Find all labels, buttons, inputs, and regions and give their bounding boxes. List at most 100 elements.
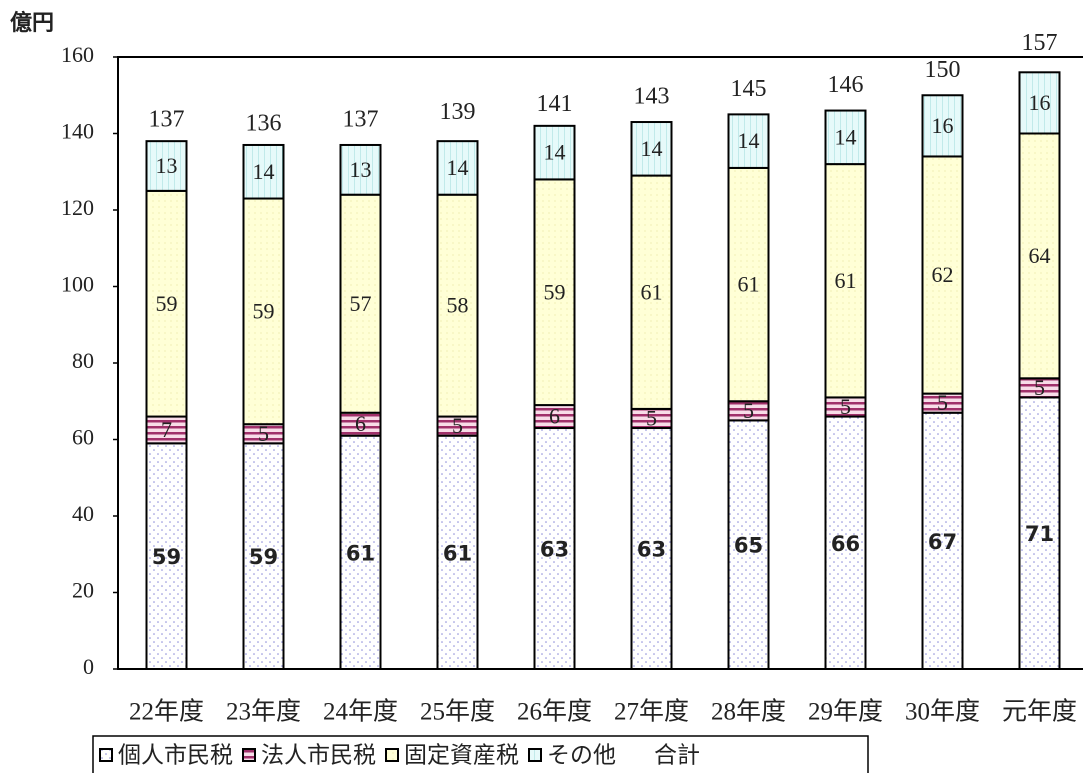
bar-segment	[921, 94, 964, 158]
segment-label: 14	[447, 155, 469, 180]
x-tick-label: 29年度	[808, 698, 883, 726]
y-tick-label: 100	[61, 272, 94, 297]
bar-segment	[727, 419, 770, 670]
bar-segment	[533, 178, 576, 407]
segment-label: 61	[443, 541, 472, 565]
y-tick-label: 120	[61, 195, 94, 220]
total-label: 150	[925, 57, 961, 83]
segment-label: 61	[346, 541, 375, 565]
bar-segment	[533, 124, 576, 181]
x-tick-label: 元年度	[1002, 698, 1077, 726]
bar-segment	[921, 411, 964, 670]
legend-swatch	[528, 748, 542, 762]
total-label: 139	[440, 99, 476, 125]
segment-label: 14	[641, 136, 663, 161]
segment-label: 5	[743, 398, 754, 423]
bar-segment	[242, 197, 285, 426]
segment-label: 67	[928, 530, 957, 554]
segment-label: 59	[156, 291, 178, 316]
legend-label: その他	[547, 743, 616, 769]
total-label: 136	[246, 110, 282, 136]
total-label: 141	[537, 91, 573, 117]
y-tick-label: 20	[72, 578, 94, 603]
segment-label: 66	[831, 532, 860, 556]
x-tick-label: 22年度	[129, 698, 204, 726]
legend-swatch	[385, 748, 399, 762]
segment-label: 65	[734, 534, 763, 558]
segment-label: 64	[1029, 243, 1051, 268]
legend-swatch	[242, 748, 256, 762]
segment-label: 61	[835, 268, 857, 293]
segment-label: 61	[738, 272, 760, 297]
bar-segment	[1018, 71, 1061, 135]
y-tick-label: 140	[61, 119, 94, 144]
bar-segment	[145, 189, 188, 418]
y-tick-label: 60	[72, 425, 94, 450]
bar-segment	[630, 174, 673, 410]
segment-label: 61	[641, 279, 663, 304]
segment-label: 71	[1025, 522, 1054, 546]
segment-label: 5	[258, 421, 269, 446]
legend-label: 固定資産税	[404, 743, 519, 769]
bar-segment	[436, 193, 479, 418]
segment-label: 5	[840, 394, 851, 419]
bar-segment	[630, 427, 673, 670]
segment-label: 5	[646, 406, 657, 431]
segment-label: 16	[1029, 90, 1051, 115]
bar-segment	[339, 143, 382, 196]
segment-label: 7	[161, 417, 172, 442]
bar-segment	[436, 140, 479, 196]
total-label: 137	[149, 106, 185, 132]
segment-label: 14	[835, 124, 857, 149]
y-tick-label: 40	[72, 501, 94, 526]
x-tick-label: 27年度	[614, 698, 689, 726]
bar-segment	[339, 193, 382, 414]
x-tick-label: 24年度	[323, 698, 398, 726]
segment-label: 13	[156, 153, 178, 178]
x-tick-label: 25年度	[420, 698, 495, 726]
segment-label: 59	[544, 279, 566, 304]
segment-label: 59	[152, 545, 181, 569]
x-tick-label: 26年度	[517, 698, 592, 726]
bar-segment	[339, 434, 382, 670]
legend-label: 合計	[654, 743, 700, 769]
segment-label: 63	[540, 538, 569, 562]
segment-label: 14	[738, 128, 760, 153]
plot-frame	[117, 56, 1083, 670]
x-tick-label: 30年度	[905, 698, 980, 726]
y-tick-label: 80	[72, 348, 94, 373]
y-axis-label: 億円	[10, 10, 54, 36]
bar-segment	[145, 140, 188, 192]
segment-label: 59	[249, 545, 278, 569]
bar-segment	[727, 166, 770, 403]
legend-label: 法人市民税	[261, 743, 376, 769]
y-tick-label: 160	[61, 42, 94, 67]
bar-segment	[824, 109, 867, 166]
total-label: 143	[634, 84, 670, 110]
bar-segment	[145, 415, 188, 445]
segment-label: 6	[549, 404, 560, 429]
total-label: 157	[1022, 30, 1058, 56]
segment-label: 6	[355, 411, 366, 436]
segment-label: 13	[350, 157, 372, 182]
y-tick-label: 0	[83, 654, 94, 679]
total-label: 146	[828, 72, 864, 98]
legend-box	[92, 735, 869, 773]
legend-label: 個人市民税	[118, 743, 233, 769]
bar-segment	[436, 434, 479, 670]
segment-label: 14	[253, 159, 275, 184]
total-label: 145	[731, 76, 767, 102]
x-tick-label: 23年度	[226, 698, 301, 726]
bar-segment	[824, 163, 867, 399]
segment-label: 14	[544, 140, 566, 165]
segment-label: 62	[932, 262, 954, 287]
x-tick-label: 28年度	[711, 698, 786, 726]
segment-label: 57	[350, 291, 372, 316]
segment-label: 5	[1034, 375, 1045, 400]
segment-label: 58	[447, 293, 469, 318]
segment-label: 59	[253, 298, 275, 323]
bar-segment	[242, 143, 285, 200]
segment-label: 5	[452, 413, 463, 438]
segment-label: 5	[937, 390, 948, 415]
segment-label: 16	[932, 113, 954, 138]
